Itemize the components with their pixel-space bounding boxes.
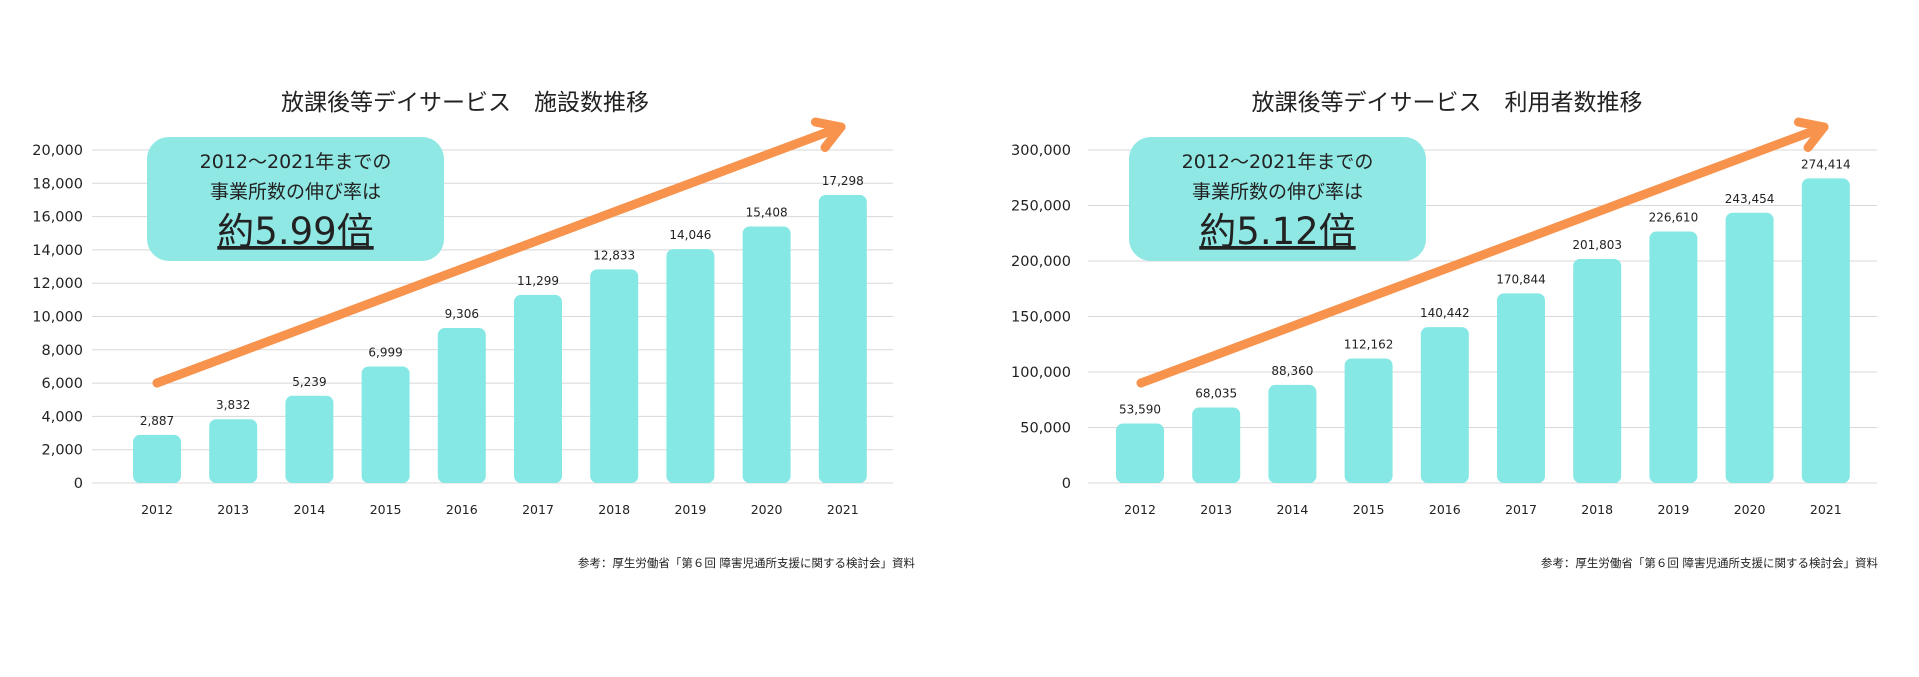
trend-arrow-head: [810, 117, 846, 152]
bar-2014: [285, 395, 334, 483]
bar-value-label: 53,590: [1119, 403, 1161, 417]
bar-2020: [742, 226, 791, 484]
x-tick-label: 2017: [522, 502, 554, 517]
x-tick-label: 2016: [1429, 502, 1461, 517]
y-tick-label: 4,000: [41, 409, 83, 425]
bar-2019: [1649, 231, 1698, 483]
trend-arrow-shaft: [152, 122, 846, 388]
bar-2021: [1801, 178, 1850, 484]
y-tick-label: 50,000: [1020, 421, 1071, 437]
y-tick-label: 0: [74, 476, 83, 492]
bar-2017: [1497, 293, 1545, 483]
x-tick-label: 2018: [598, 502, 630, 517]
x-tick-label: 2019: [1657, 502, 1689, 517]
callout-line-1: 2012〜2021年までの: [1182, 151, 1374, 173]
x-tick-label: 2014: [1276, 502, 1308, 517]
bar-2019: [666, 249, 715, 483]
bar-value-label: 15,408: [746, 205, 788, 219]
y-tick-label: 100,000: [1011, 365, 1071, 381]
x-tick-label: 2014: [293, 502, 325, 517]
bar-value-label: 2,887: [140, 414, 174, 428]
x-tick-label: 2021: [1810, 502, 1842, 517]
chart-title: 放課後等デイサービス 施設数推移: [281, 90, 649, 116]
x-tick-label: 2018: [1581, 502, 1613, 517]
y-tick-label: 300,000: [1011, 143, 1071, 159]
callout-growth-rate: 約5.99倍: [217, 210, 373, 253]
callout-box: [147, 137, 444, 261]
bar-value-label: 226,610: [1649, 210, 1699, 224]
x-tick-label: 2013: [217, 502, 249, 517]
y-tick-label: 12,000: [32, 276, 83, 292]
x-tick-label: 2013: [1200, 502, 1232, 517]
user-count-chart-svg: 放課後等デイサービス 利用者数推移 0 50,000 100,000 150,000 20…: [1011, 90, 1879, 570]
callout-line-1: 2012〜2021年までの: [200, 151, 392, 173]
callout-line-2: 事業所数の伸び率は: [1192, 181, 1363, 203]
facility-count-chart-svg: 放課後等デイサービス 施設数推移 0 2,000 4,000 6,000 8,000 10,…: [32, 90, 916, 570]
bar-value-label: 170,844: [1496, 272, 1546, 286]
y-tick-label: 18,000: [32, 176, 83, 192]
y-tick-label: 16,000: [32, 210, 83, 226]
y-tick-label: 14,000: [32, 243, 83, 259]
bar-value-label: 17,298: [822, 174, 864, 188]
y-tick-label: 8,000: [41, 343, 83, 359]
bar-value-label: 140,442: [1420, 306, 1470, 320]
bar-value-label: 12,833: [593, 248, 635, 262]
x-tick-label: 2020: [1734, 502, 1766, 517]
bar-value-label: 274,414: [1801, 157, 1851, 171]
y-tick-label: 6,000: [41, 376, 83, 392]
x-tick-label: 2015: [370, 502, 402, 517]
bar-2012: [1116, 423, 1164, 483]
bar-value-label: 112,162: [1344, 338, 1394, 352]
bar-value-label: 9,306: [445, 307, 479, 321]
bar-value-label: 6,999: [368, 345, 402, 359]
bar-value-label: 243,454: [1725, 192, 1775, 206]
y-tick-label: 20,000: [32, 143, 83, 159]
bar-2014: [1268, 384, 1317, 483]
bar-value-label: 88,360: [1271, 364, 1313, 378]
bar-value-label: 3,832: [216, 398, 250, 412]
trend-arrow-shaft: [1136, 122, 1829, 388]
bar-2016: [1420, 327, 1469, 483]
bar-value-label: 14,046: [669, 228, 711, 242]
bar-value-label: 5,239: [292, 375, 326, 389]
y-tick-label: 10,000: [32, 310, 83, 326]
bar-2016: [437, 328, 486, 483]
bar-2013: [209, 419, 258, 483]
x-tick-label: 2012: [141, 502, 173, 517]
bar-2021: [818, 194, 867, 484]
source-note: 参考：厚生労働省「第６回 障害児通所支援に関する検討会」資料: [1541, 556, 1879, 570]
bar-2017: [514, 294, 562, 483]
y-tick-label: 250,000: [1011, 199, 1071, 215]
bar-value-label: 11,299: [517, 274, 559, 288]
y-tick-label: 150,000: [1011, 310, 1071, 326]
x-tick-label: 2017: [1505, 502, 1537, 517]
y-tick-label: 200,000: [1011, 254, 1071, 270]
bar-2018: [1573, 258, 1622, 483]
facility-count-chart: 放課後等デイサービス 施設数推移 0 2,000 4,000 6,000 8,000 10,…: [32, 90, 916, 570]
callout-line-2: 事業所数の伸び率は: [210, 181, 381, 203]
x-tick-label: 2015: [1353, 502, 1385, 517]
bar-2018: [590, 269, 639, 483]
bar-value-label: 201,803: [1572, 238, 1622, 252]
y-tick-label: 2,000: [41, 443, 83, 459]
trend-arrow-head: [1793, 117, 1829, 153]
callout-box: [1129, 137, 1426, 261]
user-count-chart: 放課後等デイサービス 利用者数推移 0 50,000 100,000 150,000 20…: [959, 0, 1919, 677]
x-tick-label: 2016: [446, 502, 478, 517]
x-tick-label: 2021: [827, 502, 859, 517]
bar-value-label: 68,035: [1195, 386, 1237, 400]
bar-2012: [133, 434, 181, 483]
callout-growth-rate: 約5.12倍: [1199, 210, 1355, 253]
x-tick-label: 2020: [751, 502, 783, 517]
source-note: 参考：厚生労働省「第６回 障害児通所支援に関する検討会」資料: [578, 556, 916, 570]
y-tick-label: 0: [1062, 476, 1071, 492]
bar-2020: [1725, 212, 1774, 484]
bar-2015: [361, 366, 410, 483]
bar-2013: [1192, 407, 1241, 483]
bar-2015: [1344, 358, 1393, 483]
x-tick-label: 2019: [674, 502, 706, 517]
chart-title: 放課後等デイサービス 利用者数推移: [1252, 90, 1643, 116]
x-tick-label: 2012: [1124, 502, 1156, 517]
